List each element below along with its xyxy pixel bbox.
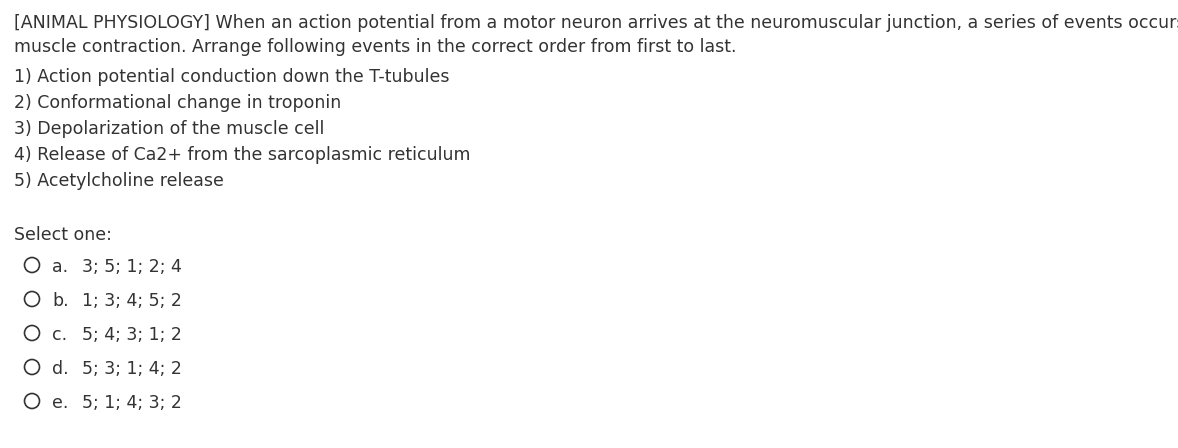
Text: 5; 3; 1; 4; 2: 5; 3; 1; 4; 2 [82, 360, 181, 378]
Text: Select one:: Select one: [14, 226, 112, 244]
Text: [ANIMAL PHYSIOLOGY] When an action potential from a motor neuron arrives at the : [ANIMAL PHYSIOLOGY] When an action poten… [14, 14, 1178, 32]
Text: a.: a. [52, 258, 68, 276]
Text: c.: c. [52, 326, 67, 344]
Text: 3; 5; 1; 2; 4: 3; 5; 1; 2; 4 [82, 258, 181, 276]
Text: 2) Conformational change in troponin: 2) Conformational change in troponin [14, 94, 342, 112]
Text: 1) Action potential conduction down the T-tubules: 1) Action potential conduction down the … [14, 68, 450, 86]
Text: 5) Acetylcholine release: 5) Acetylcholine release [14, 172, 224, 190]
Text: muscle contraction. Arrange following events in the correct order from first to : muscle contraction. Arrange following ev… [14, 38, 736, 56]
Text: b.: b. [52, 292, 68, 310]
Text: 1; 3; 4; 5; 2: 1; 3; 4; 5; 2 [82, 292, 181, 310]
Text: e.: e. [52, 394, 68, 412]
Text: 3) Depolarization of the muscle cell: 3) Depolarization of the muscle cell [14, 120, 324, 138]
Text: 5; 4; 3; 1; 2: 5; 4; 3; 1; 2 [82, 326, 181, 344]
Text: d.: d. [52, 360, 68, 378]
Text: 5; 1; 4; 3; 2: 5; 1; 4; 3; 2 [82, 394, 181, 412]
Text: 4) Release of Ca2+ from the sarcoplasmic reticulum: 4) Release of Ca2+ from the sarcoplasmic… [14, 146, 470, 164]
